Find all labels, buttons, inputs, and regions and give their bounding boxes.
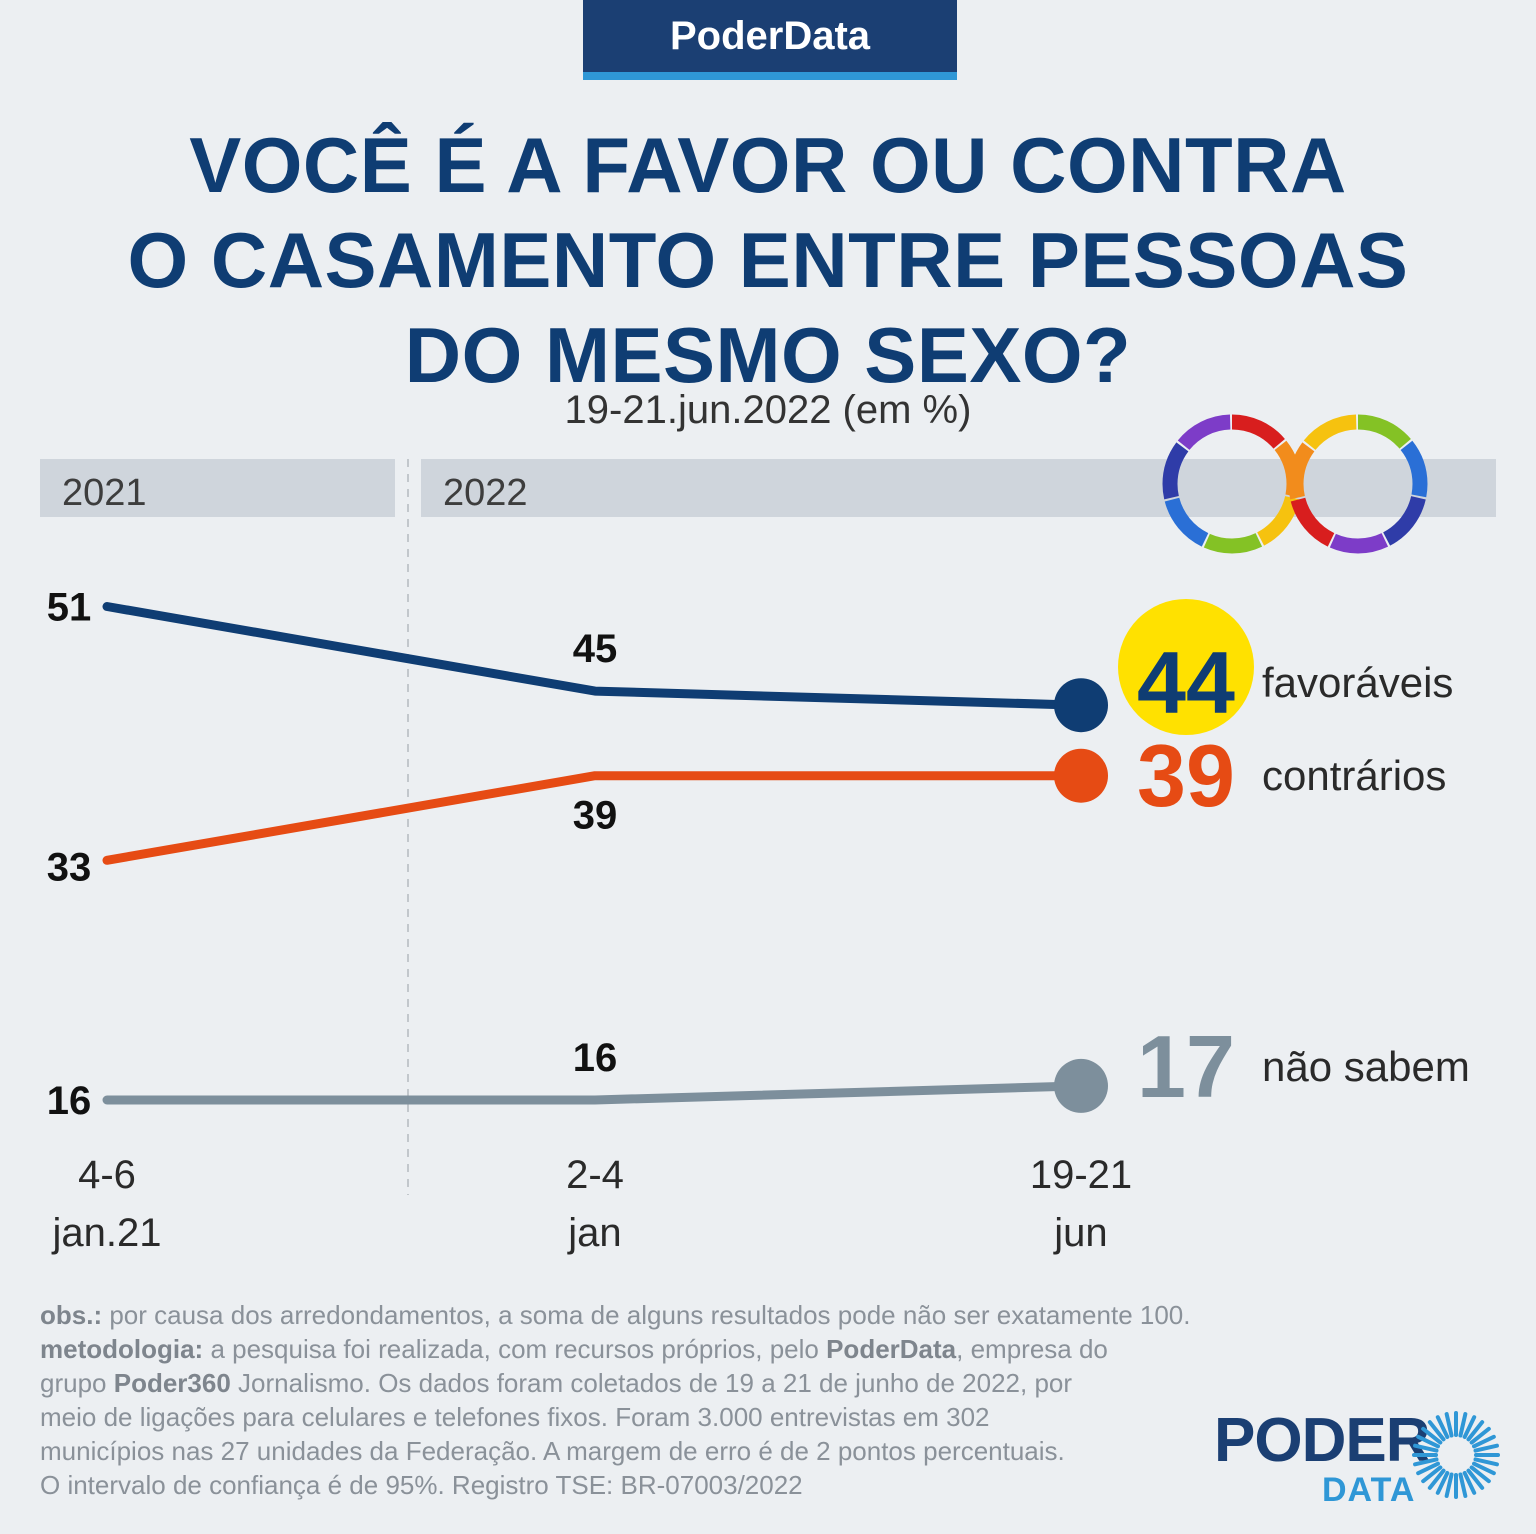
x-tick-label: jan: [567, 1211, 621, 1255]
highlight-circle: [1118, 599, 1254, 735]
sunburst-ray: [1421, 1465, 1443, 1484]
value-label: 45: [573, 627, 618, 671]
logo-word-data: DATA: [1322, 1471, 1416, 1509]
sunburst-ray: [1444, 1472, 1454, 1498]
sunburst-ray: [1458, 1412, 1468, 1438]
title-line-3: DO MESMO SEXO?: [404, 311, 1132, 399]
ring-segment: [1288, 414, 1428, 554]
value-label: 16: [47, 1079, 92, 1123]
title-line-2: O CASAMENTO ENTRE PESSOAS: [127, 216, 1409, 304]
x-tick-label: jun: [1053, 1211, 1107, 1255]
sunburst-ray: [1413, 1457, 1439, 1467]
value-label: 33: [47, 845, 92, 889]
year-band-2021: [40, 459, 395, 517]
sunburst-ray: [1472, 1434, 1496, 1449]
ring-segment: [1162, 414, 1302, 554]
sunburst-ray: [1469, 1426, 1491, 1445]
brand-tab: PoderData: [583, 0, 957, 80]
chart-subtitle: 19-21.jun.2022 (em %): [564, 388, 972, 432]
wedding-rings-icon: [1162, 414, 1428, 554]
value-label: 16: [573, 1036, 618, 1080]
series-end-dot-3: [1054, 1058, 1108, 1113]
sunburst-ray: [1413, 1443, 1439, 1453]
year-label-2021: 2021: [62, 472, 147, 514]
final-value-label: 44: [1137, 633, 1235, 732]
line-chart: 2021 2022 51 45 33 39 16 16 44 favoráveis 39 contr…: [40, 414, 1496, 1255]
sunburst-ray: [1427, 1468, 1446, 1490]
sunburst-ray: [1421, 1426, 1443, 1445]
title-line-1: VOCÊ É A FAVOR OU CONTRA: [189, 121, 1347, 209]
x-tick-label: 19-21: [1030, 1153, 1132, 1197]
ring-segment: [1162, 414, 1302, 554]
sunburst-ray: [1444, 1412, 1454, 1438]
series-lines: [102, 599, 1254, 1113]
footnote-method-line-3: meio de ligações para celulares e telefo…: [40, 1402, 990, 1432]
ring-segment: [1288, 414, 1428, 554]
poderdata-logo: PODER DATA: [1214, 1405, 1504, 1515]
year-band-2022: [421, 459, 1496, 517]
value-label: 39: [573, 794, 618, 838]
sunburst-ray: [1427, 1420, 1446, 1442]
sunburst-ray: [1473, 1457, 1499, 1467]
final-value-label: 39: [1137, 726, 1235, 825]
series-end-dot-2: [1054, 748, 1108, 803]
footnote-method-line-1: metodologia: a pesquisa foi realizada, c…: [40, 1334, 1108, 1364]
series-line-2: [102, 771, 1086, 865]
footnote-method-line-5: O intervalo de confiança é de 95%. Regis…: [40, 1470, 803, 1500]
x-tick-label: jan.21: [52, 1211, 162, 1255]
chart-title: VOCÊ É A FAVOR OU CONTRA O CASAMENTO ENT…: [0, 118, 1536, 403]
sunburst-ray: [1466, 1468, 1485, 1490]
series-line-1: [102, 602, 1086, 710]
x-axis: 4-6 jan.21 2-4 jan 19-21 jun: [52, 1153, 1133, 1255]
final-value-label: 17: [1137, 1017, 1235, 1116]
footnote-obs: obs.: por causa dos arredondamentos, a s…: [40, 1300, 1191, 1330]
footnote: obs.: por causa dos arredondamentos, a s…: [40, 1298, 1240, 1502]
sunburst-icon: [1412, 1411, 1500, 1499]
sunburst-ray: [1472, 1461, 1496, 1476]
sunburst-ray: [1469, 1465, 1491, 1484]
series-name-label: favoráveis: [1262, 659, 1453, 706]
x-tick-label: 2-4: [566, 1153, 624, 1197]
value-label: 51: [47, 586, 92, 630]
series-line-3: [102, 1081, 1086, 1105]
ring-segment: [1288, 414, 1428, 554]
ring-segment: [1162, 414, 1302, 554]
sunburst-ray: [1462, 1471, 1477, 1495]
sunburst-ray: [1435, 1471, 1450, 1495]
logo-word-poder: PODER: [1214, 1406, 1430, 1475]
sunburst-ray: [1416, 1434, 1440, 1449]
sunburst-ray: [1435, 1415, 1450, 1439]
series-name-label: não sabem: [1262, 1043, 1470, 1090]
ring-segment: [1288, 414, 1428, 554]
footnote-method-line-4: municípios nas 27 unidades da Federação.…: [40, 1436, 1065, 1466]
value-labels: 51 45 33 39 16 16 44 favoráveis 39 contrários 17 nã…: [47, 586, 1470, 1124]
series-end-dot-1: [1054, 678, 1108, 733]
sunburst-ray: [1466, 1420, 1485, 1442]
sunburst-ray: [1416, 1461, 1440, 1476]
sunburst-ray: [1462, 1415, 1477, 1439]
sunburst-ray: [1473, 1443, 1499, 1453]
year-label-2022: 2022: [443, 472, 528, 514]
ring-right: [1288, 414, 1428, 554]
sunburst-ray: [1458, 1472, 1468, 1498]
footnote-method-line-2: grupo Poder360 Jornalismo. Os dados fora…: [40, 1368, 1073, 1398]
series-name-label: contrários: [1262, 752, 1446, 799]
year-bands: 2021 2022: [40, 459, 1496, 1195]
x-tick-label: 4-6: [78, 1153, 136, 1197]
